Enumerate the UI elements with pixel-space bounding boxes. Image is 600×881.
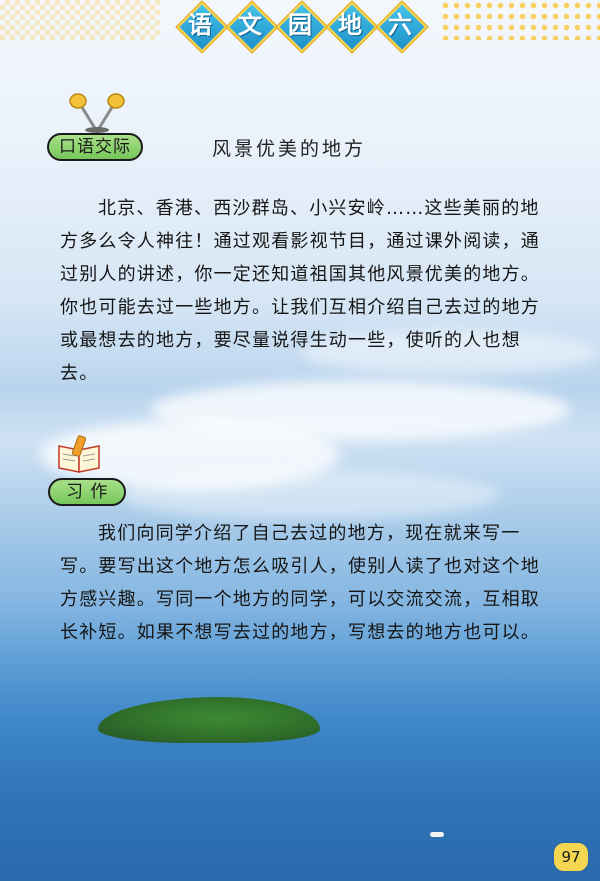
header-pattern-left	[0, 0, 160, 40]
cloud	[300, 330, 600, 375]
cloud	[120, 470, 500, 520]
boat	[430, 832, 444, 837]
header-band: 语 文 园 地 六	[0, 0, 600, 53]
title-tile: 地	[326, 1, 378, 53]
title-tile: 文	[226, 1, 278, 53]
page-number: 97	[552, 841, 590, 873]
microphone-icon	[69, 93, 125, 133]
title-tile: 六	[376, 1, 428, 53]
unit-title: 语 文 园 地 六	[150, 1, 450, 53]
writing-badge: 习 作	[48, 478, 127, 506]
book-pencil-icon	[58, 435, 100, 473]
island	[98, 697, 320, 743]
title-tile: 园	[276, 1, 328, 53]
title-tile: 语	[176, 1, 228, 53]
oral-communication-badge: 口语交际	[47, 133, 143, 161]
writing-paragraph: 我们向同学介绍了自己去过的地方，现在就来写一写。要写出这个地方怎么吸引人，使别人…	[60, 523, 540, 643]
section-title: 风景优美的地方	[212, 138, 367, 160]
oral-paragraph: 北京、香港、西沙群岛、小兴安岭……这些美丽的地方多么令人神往！通过观看影视节目，…	[60, 198, 540, 384]
header-pattern-right	[440, 0, 600, 40]
